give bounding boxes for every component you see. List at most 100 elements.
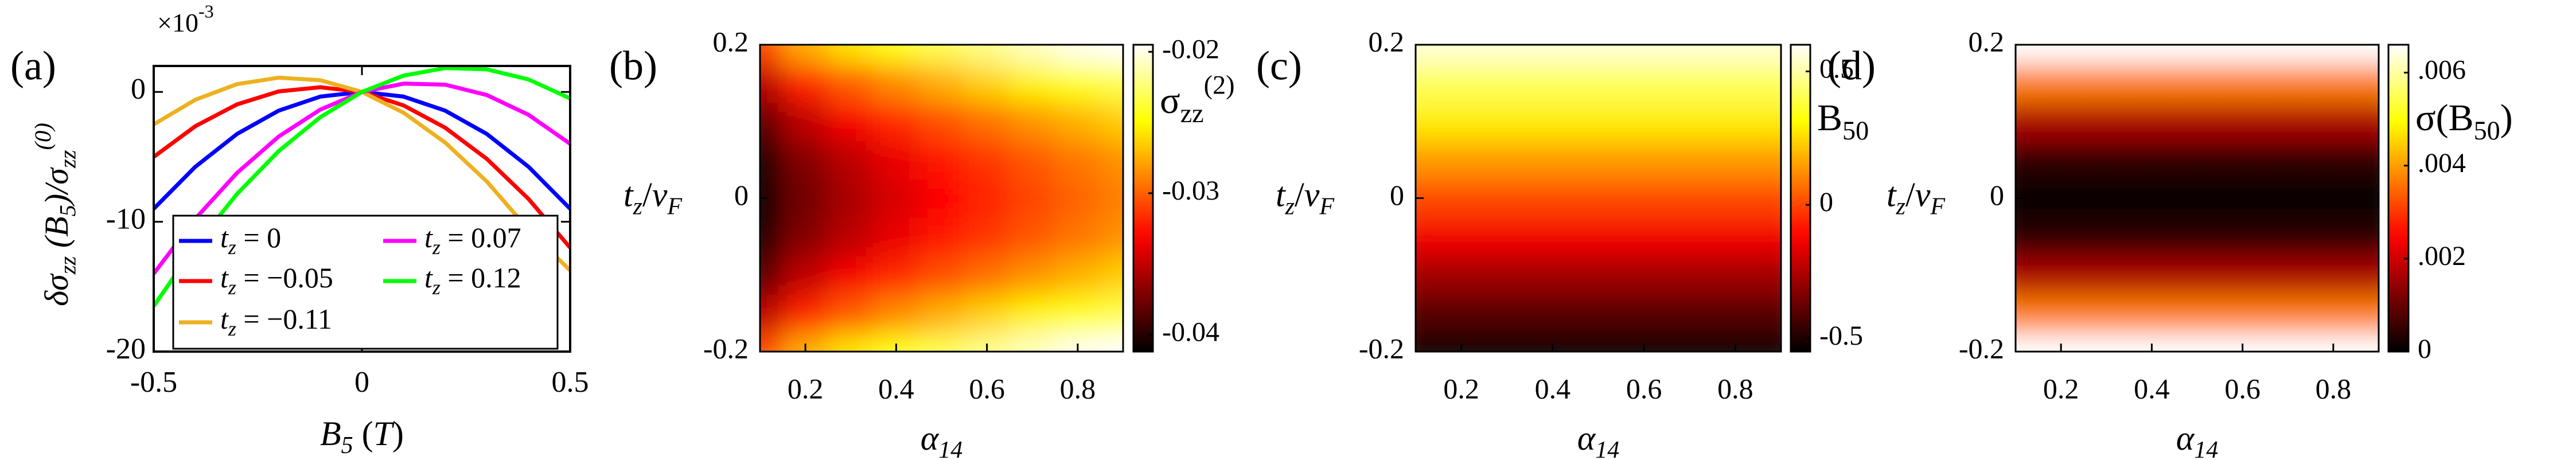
- heatmap-cell: [2016, 332, 2039, 352]
- heatmap-cell: [2083, 63, 2130, 103]
- heatmap-cell: [2219, 45, 2266, 65]
- colorbar-tick-label: 0.5: [1819, 54, 1854, 84]
- label-part: t: [1276, 176, 1286, 213]
- heatmap-cell: [827, 216, 874, 256]
- heatmap-cell: [1666, 178, 1713, 218]
- heatmap-cell: [827, 63, 874, 103]
- label-part: t: [623, 176, 634, 213]
- panel-label: (c): [1256, 43, 1302, 89]
- heatmap-cell: [1712, 293, 1759, 333]
- colorbar-tick-label: -0.02: [1162, 34, 1219, 64]
- heatmap-cell: [918, 293, 965, 333]
- label-part: F: [667, 193, 682, 220]
- heatmap-cell: [918, 255, 965, 295]
- heatmap-cell: [1757, 102, 1781, 142]
- heatmap-cell: [964, 178, 1011, 218]
- heatmap-cell: [1712, 45, 1759, 65]
- heatmap-cell: [1620, 178, 1667, 218]
- heatmap-cell: [1757, 293, 1781, 333]
- label-part: 14: [938, 437, 962, 460]
- heatmap-cell: [918, 178, 965, 218]
- heatmap-cell: [1100, 255, 1123, 295]
- x-axis-label: α14: [921, 419, 963, 460]
- heatmap-cell: [872, 63, 919, 103]
- y-tick-label: 0: [1990, 179, 2004, 211]
- heatmap-cell: [2310, 102, 2357, 142]
- heatmap-cell: [1100, 216, 1123, 256]
- heatmap-cell: [782, 255, 829, 295]
- x-tick-label: 0.8: [1717, 372, 1753, 404]
- heatmap-cell: [918, 63, 965, 103]
- heatmap-cell: [1054, 63, 1101, 103]
- legend-label: tz = 0.07: [424, 221, 521, 259]
- label-part: z: [228, 276, 236, 299]
- heatmap-cell: [827, 45, 874, 65]
- heatmap: [1416, 45, 1781, 352]
- panel-label: (d): [1827, 43, 1876, 89]
- heatmap-cell: [1437, 45, 1485, 65]
- heatmap-cell: [2265, 293, 2312, 333]
- heatmap-cell: [1054, 178, 1101, 218]
- x-tick-label: 0.6: [969, 372, 1005, 404]
- heatmap-cell: [2310, 178, 2357, 218]
- heatmap-cell: [2083, 216, 2130, 256]
- heatmap-cell: [964, 293, 1011, 333]
- heatmap-cell: [760, 102, 784, 142]
- heatmap-cell: [1054, 293, 1101, 333]
- heatmap-cell: [2265, 63, 2312, 103]
- heatmap-cell: [2083, 332, 2130, 352]
- label-part: σ: [1160, 80, 1180, 122]
- heatmap-cell: [1437, 293, 1485, 333]
- y-tick-label: -0.2: [1959, 332, 2004, 364]
- x-axis-label: α14: [1577, 419, 1620, 460]
- heatmap-cell: [964, 63, 1011, 103]
- heatmap-cell: [827, 293, 874, 333]
- heatmap-cell: [1620, 63, 1667, 103]
- heatmap-cell: [1757, 332, 1781, 352]
- heatmap-cell: [782, 140, 829, 180]
- label-part: 14: [1595, 437, 1619, 460]
- heatmap-cell: [827, 102, 874, 142]
- heatmap-cell: [2128, 102, 2175, 142]
- heatmap-cell: [872, 216, 919, 256]
- label-part: )/σ: [38, 167, 75, 206]
- heatmap-cell: [1416, 255, 1439, 295]
- heatmap-cell: [1437, 255, 1485, 295]
- heatmap-cell: [2016, 140, 2039, 180]
- heatmap-cell: [1009, 216, 1056, 256]
- panel-label: (a): [10, 43, 56, 89]
- heatmap-cell: [1416, 102, 1439, 142]
- heatmap-cell: [1100, 178, 1123, 218]
- heatmap-cell: [1757, 63, 1781, 103]
- label-part: v: [1915, 176, 1931, 213]
- label-part: (B: [38, 216, 75, 256]
- colorbar-tick-label: -0.5: [1819, 321, 1863, 351]
- label-part: 50: [1842, 115, 1869, 145]
- colorbar-tick-label: -0.04: [1162, 317, 1219, 347]
- x-tick-label: 0.6: [2224, 372, 2261, 404]
- heatmap: [760, 45, 1123, 352]
- heatmap-cell: [918, 216, 965, 256]
- heatmap-cell: [1620, 140, 1667, 180]
- label-part: α: [921, 419, 940, 457]
- heatmap-cell: [1483, 255, 1531, 295]
- colorbar-label: σ(B50): [2415, 97, 2513, 145]
- heatmap-cell: [2128, 140, 2175, 180]
- label-part: B: [1817, 97, 1842, 139]
- colorbar-tick-label: -0.03: [1162, 176, 1219, 206]
- heatmap-cell: [760, 255, 784, 295]
- label-part: (2): [1204, 70, 1235, 99]
- heatmap-cell: [1100, 102, 1123, 142]
- colorbar: [1132, 44, 1154, 353]
- heatmap-cell: [1575, 45, 1622, 65]
- heatmap-cell: [2173, 63, 2221, 103]
- label-part: z: [633, 193, 642, 220]
- heatmap-cell: [760, 45, 784, 65]
- heatmap-cell: [2265, 332, 2312, 352]
- label-part: v: [652, 176, 668, 213]
- label-part: z: [1896, 193, 1905, 220]
- heatmap-cell: [782, 102, 829, 142]
- label-part: t: [1887, 176, 1897, 213]
- heatmap-cell: [1666, 332, 1713, 352]
